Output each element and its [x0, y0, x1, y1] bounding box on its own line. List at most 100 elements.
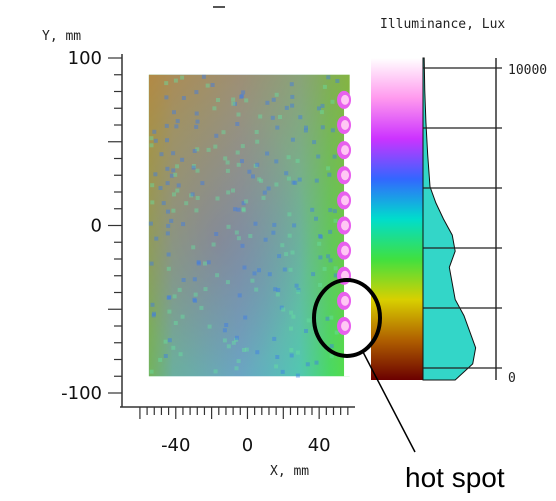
speckle: [326, 254, 331, 259]
speckle: [240, 144, 245, 149]
speckle: [206, 260, 211, 265]
y-tick-label: 100: [68, 48, 102, 69]
speckle: [199, 305, 204, 310]
speckle: [236, 112, 241, 117]
speckle: [329, 344, 334, 349]
axes: -40 0 40 100 0 -100: [61, 48, 355, 456]
speckle: [274, 182, 279, 187]
hot-spot-core: [341, 195, 350, 206]
speckle: [289, 348, 294, 352]
speckle: [181, 96, 186, 100]
speckle: [330, 128, 335, 133]
speckle: [326, 166, 331, 171]
speckle: [235, 150, 240, 155]
colorbar-tick-label: 0: [508, 371, 516, 386]
hot-spot-core: [341, 170, 350, 181]
speckle: [150, 183, 155, 188]
speckle: [150, 302, 155, 307]
speckle: [255, 162, 260, 167]
annotation-line: [362, 351, 416, 453]
speckle: [241, 201, 246, 206]
speckle: [287, 212, 292, 217]
speckle: [172, 192, 176, 197]
speckle: [174, 124, 179, 129]
speckle: [165, 181, 170, 186]
speckle: [290, 94, 295, 99]
speckle: [213, 369, 218, 374]
speckle: [164, 123, 169, 128]
speckle: [165, 138, 169, 143]
speckle: [244, 98, 249, 103]
speckle: [152, 129, 157, 134]
speckle: [293, 180, 298, 185]
speckle: [278, 115, 282, 119]
speckle: [236, 207, 241, 212]
speckle: [172, 294, 177, 299]
speckle: [231, 340, 236, 345]
speckle: [240, 159, 244, 164]
speckle: [173, 321, 178, 325]
speckle: [241, 207, 246, 212]
speckle: [166, 252, 171, 257]
speckle: [295, 373, 300, 378]
x-tick-label: -40: [161, 435, 190, 456]
speckle: [210, 83, 215, 87]
speckle: [266, 186, 271, 191]
speckle: [194, 124, 199, 129]
speckle: [234, 337, 239, 342]
speckle: [211, 242, 216, 247]
speckle: [195, 168, 200, 173]
speckle: [167, 338, 172, 343]
speckle: [318, 255, 323, 260]
speckle: [180, 314, 185, 319]
speckle: [304, 125, 308, 130]
speckle: [180, 157, 185, 162]
speckle: [319, 110, 324, 115]
speckle: [191, 245, 196, 250]
colorbar-label: Illuminance, Lux: [380, 17, 505, 32]
speckle: [166, 266, 171, 271]
speckle: [222, 338, 227, 343]
speckle: [190, 192, 195, 197]
speckle: [151, 313, 156, 318]
histogram: 10000 0: [422, 57, 547, 386]
speckle: [280, 243, 285, 248]
speckle: [275, 125, 280, 130]
speckle: [289, 310, 294, 315]
heatmap-speckles: [148, 74, 340, 378]
speckle: [265, 100, 270, 105]
x-axis-label: X, mm: [270, 464, 309, 479]
speckle: [311, 272, 316, 277]
speckle: [149, 136, 154, 141]
speckle: [334, 330, 339, 335]
speckle: [332, 154, 337, 159]
x-tick-label: 0: [242, 435, 253, 456]
speckle: [277, 254, 282, 259]
speckle: [294, 283, 299, 288]
speckle: [259, 178, 264, 183]
speckle: [148, 221, 153, 226]
speckle: [318, 283, 323, 287]
speckle: [242, 265, 247, 270]
speckle: [314, 178, 319, 183]
speckle: [165, 231, 170, 236]
speckle: [234, 335, 239, 340]
speckle: [289, 326, 293, 331]
speckle: [226, 190, 231, 195]
hot-spot-core: [341, 245, 350, 256]
speckle: [327, 172, 332, 177]
speckle: [329, 315, 334, 320]
speckle: [226, 344, 231, 349]
speckle: [289, 353, 294, 358]
speckle: [207, 324, 212, 329]
speckle: [214, 133, 219, 138]
speckle: [240, 243, 245, 248]
speckle: [224, 323, 229, 327]
speckle: [231, 101, 236, 106]
speckle: [159, 152, 164, 157]
hot-spot-core: [341, 94, 350, 105]
speckle: [242, 348, 246, 352]
speckle: [194, 90, 199, 95]
speckle: [292, 223, 297, 228]
speckle: [205, 83, 210, 88]
